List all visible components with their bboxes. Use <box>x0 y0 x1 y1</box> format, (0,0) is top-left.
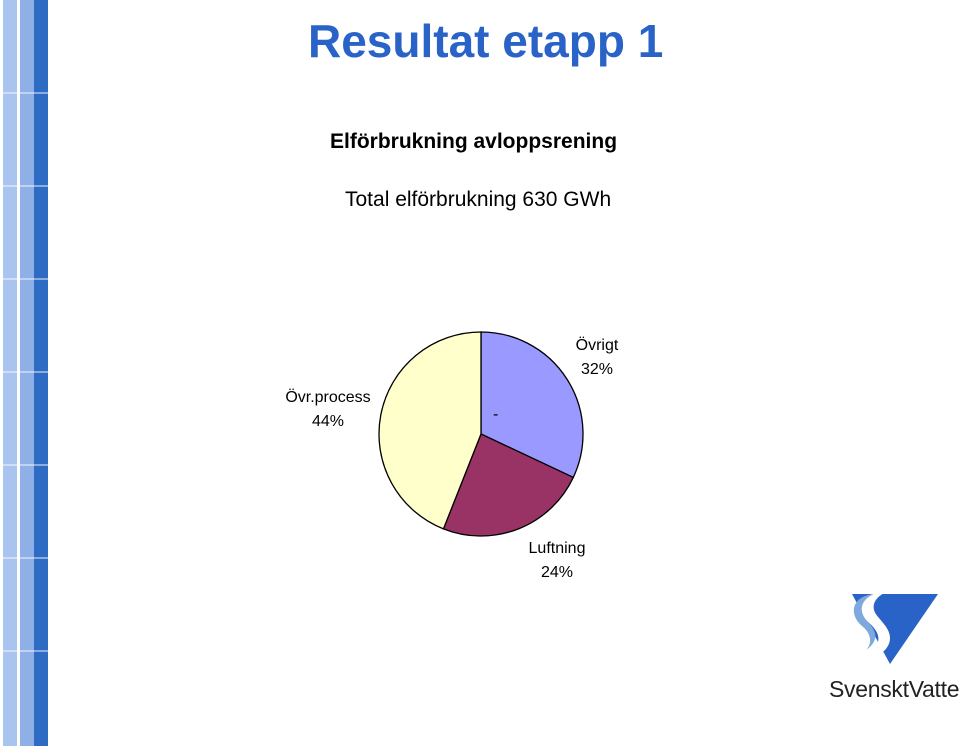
stripe-divider <box>0 185 50 187</box>
svenskt-vatten-logo-icon <box>828 588 940 675</box>
stripe-dark <box>34 0 48 746</box>
page-title: Resultat etapp 1 <box>308 15 664 67</box>
slice-value-label: 32% <box>581 361 613 378</box>
stripe-divider <box>0 278 50 280</box>
stripe-divider <box>0 92 50 94</box>
chart-title: Elförbrukning avloppsrening <box>330 130 618 153</box>
pie-slice-2 <box>378 331 482 530</box>
logo-text: SvensktVatten <box>829 676 960 702</box>
stripe-divider <box>0 650 50 652</box>
stripe-divider <box>0 464 50 466</box>
slice-label: Övrigt <box>576 336 619 354</box>
slice-label: Luftning <box>529 540 586 557</box>
chart-subtitle: Total elförbrukning 630 GWh <box>345 188 612 211</box>
slice-value-label: 24% <box>541 564 573 581</box>
stripe-divider <box>0 557 50 559</box>
slice-value-label: 44% <box>312 413 344 430</box>
pie-slice-1 <box>442 433 575 537</box>
chart-annotation: - <box>493 406 498 423</box>
stripe-mid <box>20 0 34 746</box>
slice-label: Övr.process <box>285 388 370 406</box>
stripe-gap <box>17 0 20 746</box>
decorative-stripes <box>0 0 50 746</box>
stripe-light <box>3 0 17 746</box>
pie-slice-0 <box>480 331 584 479</box>
stripe-divider <box>0 371 50 373</box>
